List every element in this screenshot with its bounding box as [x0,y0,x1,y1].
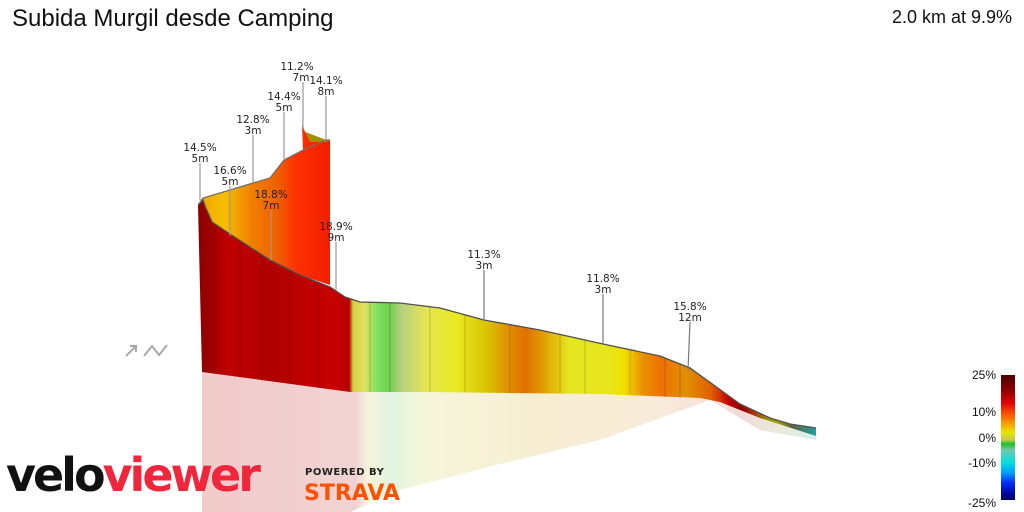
profile-front-face [198,200,816,436]
svg-text:5m: 5m [222,176,239,188]
profile-back-outline [197,139,330,206]
callout-0: 14.5% 5m [183,142,217,200]
svg-text:11.2%: 11.2% [280,61,313,73]
callout-8: 11.3% 3m [467,249,501,320]
veloviewer-logo[interactable]: veloviewer [6,452,261,498]
3d-2d-toggle-icon[interactable] [122,340,170,360]
profile-back-face [198,125,330,285]
svg-text:9m: 9m [328,232,345,244]
svg-text:14.1%: 14.1% [309,75,342,87]
callout-4: 11.2% 7m [280,61,314,128]
svg-text:3m: 3m [595,284,612,296]
svg-text:11.3%: 11.3% [467,249,500,261]
svg-text:18.9%: 18.9% [319,221,352,233]
svg-text:18.8%: 18.8% [254,189,287,201]
legend-label-minus10: -10% [967,456,996,470]
legend-label-0: 0% [978,431,996,445]
callout-5: 14.1% 8m [309,75,343,140]
svg-text:5m: 5m [276,102,293,114]
legend-label-10: 10% [971,405,996,419]
svg-text:16.6%: 16.6% [213,165,246,177]
svg-text:3m: 3m [245,125,262,137]
callout-3: 14.4% 5m [267,91,301,160]
callout-7: 18.9% 9m [319,221,353,290]
logo-velo: velo [6,448,106,502]
segment-title: Subida Murgil desde Camping [12,5,334,32]
svg-text:8m: 8m [318,86,335,98]
callout-2: 12.8% 3m [236,114,270,183]
svg-text:12m: 12m [678,312,702,324]
logo-viewer: viewer [102,448,261,502]
profile-outline [197,198,817,429]
legend-label-25: 25% [971,368,996,382]
profile-stripes [214,225,681,398]
profile-reflection [202,372,816,512]
segment-summary: 2.0 km at 9.9% [891,7,1012,27]
svg-text:5m: 5m [192,153,209,165]
legend-label-minus25: -25% [967,496,996,510]
svg-text:14.4%: 14.4% [267,91,300,103]
callout-10: 15.8% 12m [673,301,707,371]
svg-text:7m: 7m [293,72,310,84]
strava-logo[interactable]: STRAVA [304,481,400,506]
powered-by-label: POWERED BY [305,467,385,478]
profile-back-face-olive [302,125,328,142]
grade-color-scale [1001,375,1015,500]
svg-text:3m: 3m [476,260,493,272]
svg-text:14.5%: 14.5% [183,142,216,154]
callout-6: 18.8% 7m [254,189,288,260]
callout-9: 11.8% 3m [586,273,620,344]
svg-text:7m: 7m [263,200,280,212]
svg-text:11.8%: 11.8% [586,273,619,285]
svg-text:15.8%: 15.8% [673,301,706,313]
callout-1: 16.6% 5m [213,165,247,236]
svg-text:12.8%: 12.8% [236,114,269,126]
